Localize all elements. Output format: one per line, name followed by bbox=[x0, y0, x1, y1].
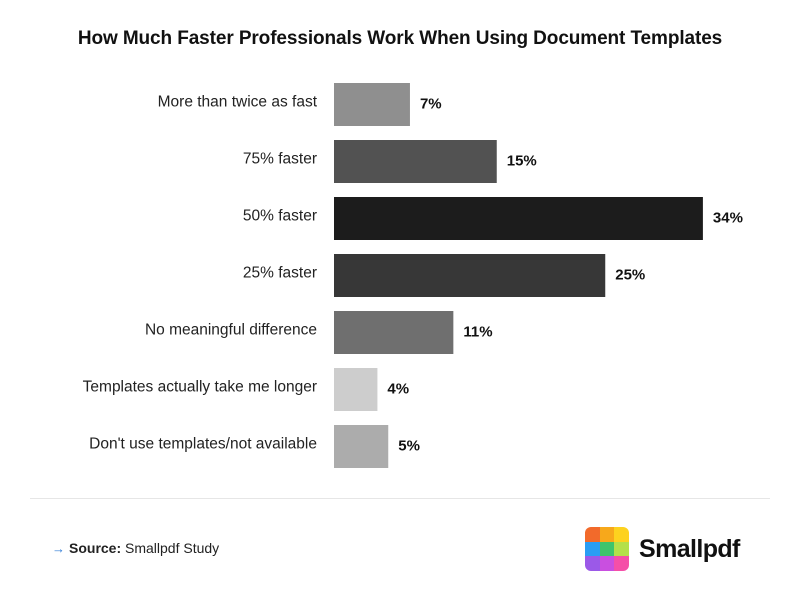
category-label: 25% faster bbox=[243, 265, 317, 282]
logo-tile bbox=[585, 527, 600, 542]
source-text: Smallpdf Study bbox=[125, 540, 220, 556]
logo-tile bbox=[614, 541, 629, 557]
smallpdf-logo-icon bbox=[585, 527, 629, 571]
logo-tile bbox=[599, 556, 615, 571]
logo-tile bbox=[585, 541, 600, 557]
bar bbox=[334, 83, 410, 126]
logo-tile bbox=[599, 541, 615, 557]
logo-tile bbox=[599, 527, 615, 542]
bar-chart: More than twice as fast 7% 75% faster 15% 50… bbox=[83, 83, 743, 468]
bar bbox=[334, 311, 454, 354]
value-label: 15% bbox=[507, 152, 537, 169]
logo-tile bbox=[614, 527, 629, 542]
bar bbox=[334, 368, 378, 411]
value-label: 4% bbox=[387, 380, 409, 397]
category-label: No meaningful difference bbox=[145, 322, 317, 339]
brand-name: Smallpdf bbox=[639, 534, 740, 563]
bar bbox=[334, 140, 497, 183]
bar bbox=[334, 425, 389, 468]
chart-title: How Much Faster Professionals Work When … bbox=[77, 28, 723, 49]
arrow-right-icon: → bbox=[52, 541, 65, 556]
bar bbox=[334, 197, 703, 240]
bar bbox=[334, 254, 606, 297]
smallpdf-logo: Smallpdf bbox=[585, 527, 740, 571]
source-prefix: Source: bbox=[69, 540, 122, 556]
value-label: 25% bbox=[615, 266, 645, 283]
value-label: 5% bbox=[398, 437, 420, 454]
logo-tile bbox=[585, 556, 600, 571]
category-label: 50% faster bbox=[243, 208, 317, 225]
category-label: Templates actually take me longer bbox=[83, 379, 317, 396]
value-label: 7% bbox=[420, 95, 442, 112]
category-label: Don't use templates/not available bbox=[89, 436, 317, 453]
source-note: → Source: Smallpdf Study bbox=[52, 540, 219, 556]
category-label: More than twice as fast bbox=[158, 94, 318, 111]
logo-tile bbox=[614, 556, 629, 571]
value-label: 34% bbox=[713, 209, 743, 226]
value-label: 11% bbox=[463, 323, 492, 340]
category-label: 75% faster bbox=[243, 151, 317, 168]
divider bbox=[30, 498, 770, 499]
